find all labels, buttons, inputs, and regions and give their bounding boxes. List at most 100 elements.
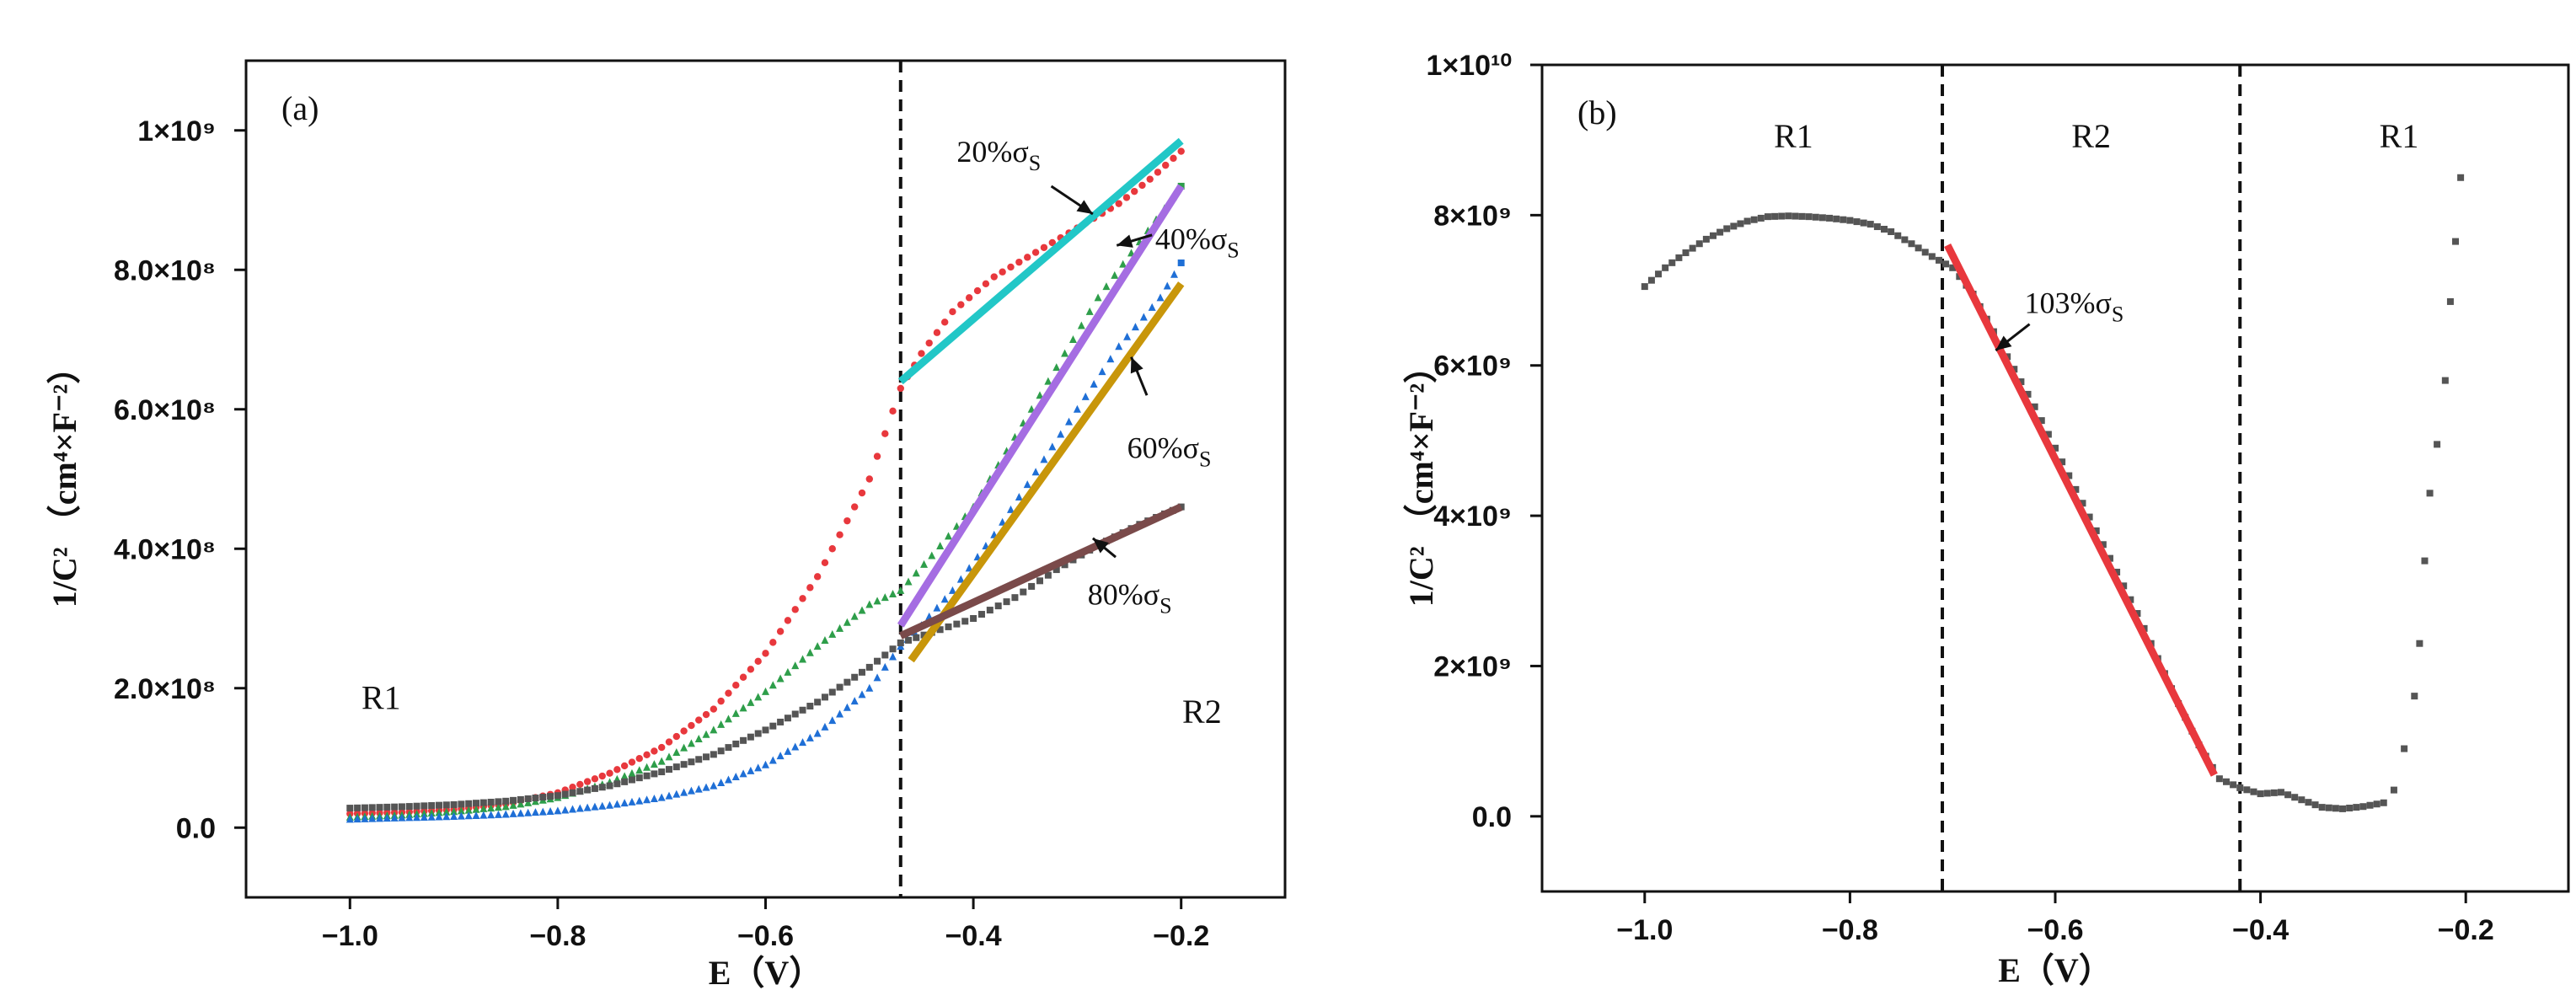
- data-point: [936, 541, 945, 549]
- data-point: [472, 805, 480, 813]
- data-point: [620, 772, 629, 780]
- data-point: [2257, 790, 2264, 798]
- data-point: [813, 573, 822, 581]
- data-point: [494, 803, 502, 811]
- data-point: [368, 804, 376, 811]
- data-point: [442, 807, 451, 816]
- data-point: [769, 722, 777, 730]
- data-point: [1655, 270, 1663, 278]
- data-point: [1949, 264, 1957, 271]
- data-point: [598, 784, 606, 791]
- data-point: [1846, 217, 1854, 224]
- data-point: [912, 569, 920, 577]
- data-point: [881, 430, 889, 437]
- data-point: [821, 559, 829, 566]
- data-point: [754, 657, 762, 666]
- data-point: [501, 810, 510, 818]
- data-point: [398, 813, 406, 822]
- data-point: [1743, 217, 1751, 225]
- data-point: [628, 797, 636, 806]
- data-point: [2373, 800, 2381, 808]
- data-point: [999, 268, 1006, 276]
- data-point: [994, 602, 1002, 610]
- panel-label: (a): [281, 89, 319, 127]
- data-point: [361, 814, 369, 822]
- panel-label: (b): [1577, 94, 1617, 131]
- annotation-subscript: S: [1199, 447, 1211, 472]
- data-point: [561, 790, 569, 798]
- data-point: [509, 809, 517, 817]
- annotation-arrowhead: [1092, 538, 1109, 554]
- data-point: [873, 452, 881, 460]
- data-point: [494, 810, 502, 818]
- data-point: [687, 786, 695, 795]
- annotation-arrowhead: [1130, 356, 1143, 374]
- x-axis-title: E（V）: [1998, 951, 2113, 989]
- data-point: [784, 715, 791, 722]
- data-point: [710, 781, 718, 790]
- data-point: [376, 804, 383, 811]
- data-point: [613, 800, 621, 808]
- data-point: [799, 738, 807, 747]
- fit-line: [908, 281, 1185, 663]
- data-point: [1730, 222, 1738, 230]
- data-point: [1023, 480, 1031, 489]
- data-point: [913, 634, 920, 641]
- data-point: [509, 800, 517, 809]
- data-point: [1881, 226, 1888, 233]
- data-point: [1057, 430, 1065, 438]
- data-point: [598, 772, 606, 780]
- x-axis-title: E（V）: [709, 954, 823, 992]
- data-point: [850, 503, 859, 511]
- data-point: [583, 803, 592, 811]
- data-point: [1778, 212, 1786, 220]
- data-point: [1115, 342, 1123, 351]
- data-point: [1647, 276, 1655, 284]
- data-point: [665, 738, 673, 746]
- data-point: [732, 740, 740, 747]
- data-point: [1138, 181, 1146, 190]
- y-tick-label: 6.0×10⁸: [114, 394, 216, 426]
- data-point: [435, 812, 443, 821]
- data-point: [754, 763, 763, 772]
- data-point: [524, 795, 532, 802]
- data-point: [703, 753, 710, 761]
- data-point: [1090, 379, 1098, 388]
- data-point: [688, 758, 695, 766]
- data-point: [1036, 391, 1044, 399]
- data-point: [472, 811, 480, 819]
- data-point: [776, 674, 785, 682]
- data-point: [479, 799, 487, 806]
- data-point: [354, 804, 361, 811]
- data-point: [517, 800, 525, 808]
- data-point: [777, 718, 785, 725]
- data-point: [695, 716, 703, 724]
- data-point: [1668, 259, 1676, 266]
- data-point: [865, 683, 874, 692]
- data-point: [1011, 594, 1019, 602]
- data-point: [982, 280, 990, 287]
- data-point: [965, 564, 973, 572]
- data-point: [628, 758, 636, 766]
- data-point: [420, 812, 428, 821]
- data-point: [1163, 281, 1171, 290]
- data-point: [524, 798, 533, 806]
- data-point: [2072, 485, 2080, 493]
- data-point: [904, 577, 913, 586]
- series-annotation: 60%σS: [1127, 431, 1212, 472]
- data-point: [1170, 154, 1177, 163]
- data-point: [1044, 571, 1052, 579]
- data-point: [517, 795, 524, 803]
- data-point: [613, 766, 621, 774]
- data-point: [1860, 219, 1867, 227]
- data-point: [821, 636, 829, 645]
- data-point: [889, 590, 897, 598]
- data-point: [442, 801, 450, 809]
- series-103%σS: [1641, 174, 2465, 812]
- data-point: [724, 715, 732, 723]
- data-point: [1119, 260, 1127, 268]
- data-point: [836, 624, 844, 632]
- data-point: [873, 597, 881, 605]
- data-point: [717, 697, 725, 705]
